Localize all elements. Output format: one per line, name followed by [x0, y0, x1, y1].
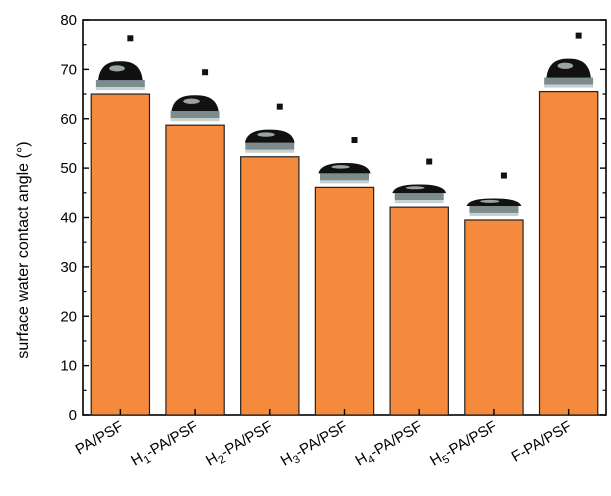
y-tick-label: 20 [60, 308, 77, 325]
needle-tip [351, 137, 358, 144]
droplet-highlight [109, 65, 125, 72]
x-tick-label: PA/PSF [73, 418, 127, 459]
y-tick-label: 40 [60, 210, 77, 227]
bar [389, 206, 449, 416]
bar [538, 90, 599, 416]
substrate [544, 77, 594, 85]
y-tick-label: 30 [60, 259, 77, 276]
bar [90, 93, 151, 416]
needle-tip [276, 103, 283, 110]
y-tick-label: 0 [69, 407, 77, 424]
substrate [320, 173, 369, 181]
needle-tip [127, 35, 134, 42]
droplet-insets [95, 32, 594, 216]
y-axis-title: surface water contact angle (°) [15, 141, 32, 358]
substrate-reflection [544, 84, 594, 88]
needle-tip [500, 172, 507, 179]
substrate [170, 111, 220, 119]
droplet-highlight [257, 132, 275, 137]
substrate [394, 193, 444, 201]
droplet-inset [95, 35, 145, 91]
y-tick-label: 50 [60, 160, 77, 177]
needle-tip [426, 158, 433, 165]
substrate-reflection [394, 200, 444, 204]
x-tick-label: H5-PA/PSF [427, 418, 501, 472]
substrate-reflection [170, 118, 220, 122]
droplet-inset [544, 32, 594, 88]
substrate-reflection [245, 149, 295, 153]
substrate-reflection [469, 212, 519, 216]
bar [314, 186, 375, 416]
substrate [245, 142, 295, 150]
droplet-inset [318, 137, 371, 184]
x-tick-label: H1-PA/PSF [128, 418, 202, 472]
bars [90, 90, 599, 416]
droplet-highlight [557, 62, 574, 69]
droplet-highlight [331, 165, 350, 169]
substrate-reflection [320, 180, 369, 184]
droplet-inset [392, 158, 447, 204]
droplet-highlight [405, 186, 425, 190]
bar [240, 156, 300, 416]
y-tick-label: 60 [60, 111, 77, 128]
x-tick-label: F-PA/PSF [509, 418, 575, 466]
substrate [95, 80, 145, 88]
droplet-inset [244, 103, 295, 153]
x-tick-label: H2-PA/PSF [203, 418, 277, 472]
bar [165, 124, 225, 416]
needle-tip [575, 32, 582, 39]
y-axis: 0 10 20 30 40 50 60 70 80 [60, 12, 606, 424]
droplet-highlight [480, 199, 500, 203]
droplet-inset [170, 69, 220, 122]
y-tick-label: 70 [60, 61, 77, 78]
bar [464, 219, 524, 416]
x-tick-label: H4-PA/PSF [352, 418, 426, 472]
droplet-inset [466, 172, 522, 216]
y-tick-label: 80 [60, 12, 77, 29]
droplet-highlight [183, 98, 200, 104]
substrate [469, 205, 519, 213]
y-tick-label: 10 [60, 358, 77, 375]
substrate-reflection [95, 87, 145, 91]
x-tick-label: H3-PA/PSF [278, 418, 352, 472]
needle-tip [202, 69, 209, 76]
